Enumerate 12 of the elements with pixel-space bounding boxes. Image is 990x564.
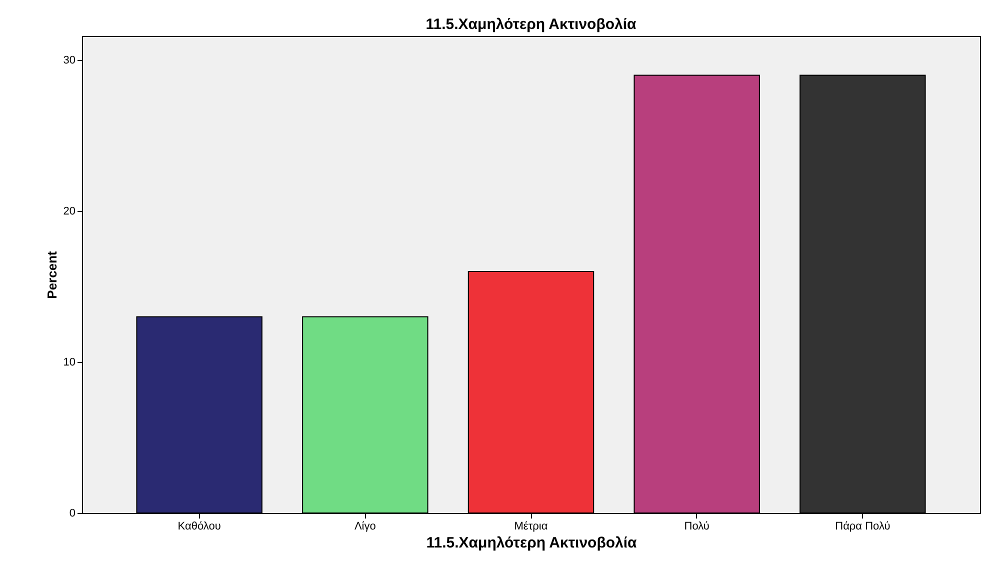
- y-tick-label: 10: [63, 356, 76, 369]
- x-tick-label: Καθόλου: [178, 520, 221, 532]
- x-axis-title: 11.5.Χαμηλότερη Ακτινοβολία: [426, 534, 638, 552]
- y-tick-label: 0: [69, 508, 76, 520]
- y-tick-label: 30: [63, 54, 76, 67]
- x-tick-label: Λίγο: [354, 520, 376, 532]
- x-tick-label: Πάρα Πολύ: [835, 520, 890, 532]
- y-tick-label: 20: [63, 206, 76, 218]
- x-tick-label: Πολύ: [684, 520, 710, 532]
- y-axis-title: Percent: [44, 250, 60, 299]
- x-tick-label: Μέτρια: [514, 520, 548, 532]
- chart-title: 11.5.Χαμηλότερη Ακτινοβολία: [426, 16, 638, 33]
